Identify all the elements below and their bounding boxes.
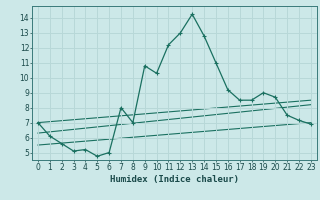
X-axis label: Humidex (Indice chaleur): Humidex (Indice chaleur) — [110, 175, 239, 184]
